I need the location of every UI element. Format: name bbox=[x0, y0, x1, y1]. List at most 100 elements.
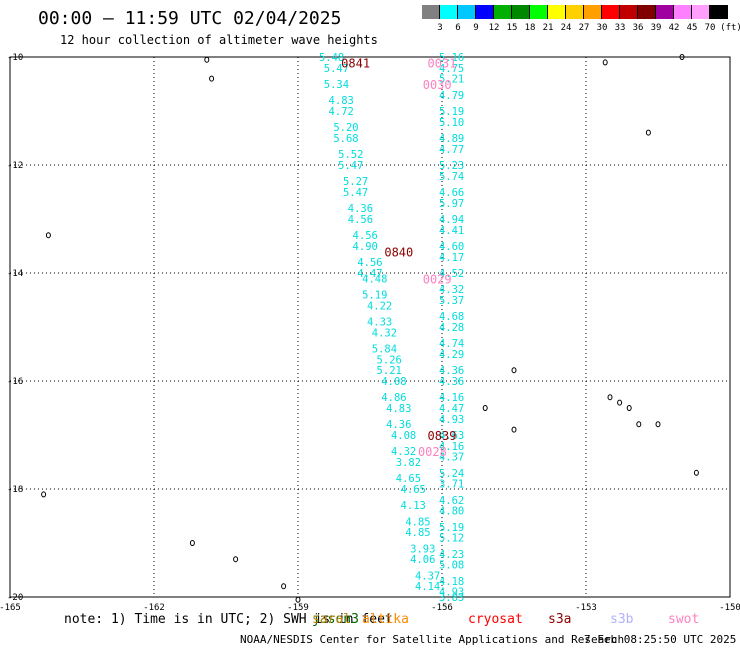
x-tick-label: -156 bbox=[431, 603, 453, 613]
island-outline bbox=[189, 540, 195, 546]
scale-swatch bbox=[584, 5, 602, 19]
wave-height-label: 4.77 bbox=[439, 144, 464, 156]
wave-height-label: 5.37 bbox=[439, 295, 464, 307]
wave-height-label: 5.10 bbox=[439, 117, 464, 129]
island-outline bbox=[295, 596, 301, 603]
x-tick-label: -162 bbox=[143, 603, 165, 613]
wave-height-label: 4.72 bbox=[329, 106, 354, 118]
island-outline bbox=[511, 367, 517, 374]
scale-swatch bbox=[458, 5, 476, 19]
pass-time-label: 0840 bbox=[384, 245, 413, 259]
wave-height-label: 4.83 bbox=[386, 403, 411, 415]
pass-time-label: 0839 bbox=[428, 429, 457, 443]
scale-swatch bbox=[512, 5, 530, 19]
wave-height-label: 4.32 bbox=[391, 446, 416, 458]
wave-height-label: 4.83 bbox=[329, 95, 354, 107]
island-outline bbox=[511, 426, 517, 433]
wave-height-label: 4.16 bbox=[439, 392, 464, 404]
wave-height-label: 5.23 bbox=[439, 160, 464, 172]
scale-label: 18 bbox=[524, 23, 536, 33]
wave-height-label: 4.93 bbox=[439, 414, 464, 426]
wave-height-label: 4.41 bbox=[439, 225, 464, 237]
wave-height-label: 4.90 bbox=[353, 241, 378, 253]
wave-height-label: 4.32 bbox=[439, 284, 464, 296]
wave-height-label: 4.17 bbox=[439, 252, 464, 264]
scale-swatch bbox=[710, 5, 728, 19]
wave-height-label: 4.56 bbox=[348, 214, 373, 226]
wave-height-label: 4.56 bbox=[353, 230, 378, 242]
wave-height-label: 4.36 bbox=[348, 203, 373, 215]
island-outline bbox=[41, 491, 47, 498]
scale-swatch bbox=[440, 5, 458, 19]
page-title: 00:00 – 11:59 UTC 02/04/2025 bbox=[38, 8, 342, 29]
scale-swatch bbox=[422, 5, 440, 19]
island-outline bbox=[204, 56, 210, 63]
satellite-s3b: s3b bbox=[610, 612, 634, 627]
y-tick-label: -10 bbox=[7, 53, 23, 63]
y-tick-label: -14 bbox=[7, 269, 23, 279]
wave-height-label: 5.97 bbox=[439, 198, 464, 210]
wave-height-label: 5.26 bbox=[377, 354, 402, 366]
wave-height-label: 3.71 bbox=[439, 479, 464, 491]
island-outline bbox=[679, 54, 685, 60]
wave-height-label: 4.86 bbox=[381, 392, 406, 404]
wave-height-label: 5.16 bbox=[439, 52, 464, 64]
wave-height-label: 5.84 bbox=[372, 344, 397, 356]
y-tick-label: -16 bbox=[7, 377, 23, 387]
wave-height-label: 4.14 bbox=[415, 581, 440, 593]
wave-height-label: 4.32 bbox=[372, 327, 397, 339]
wave-height-label: 4.33 bbox=[367, 317, 392, 329]
wave-height-label: 4.85 bbox=[405, 527, 430, 539]
wave-height-label: 5.27 bbox=[343, 176, 368, 188]
page-subtitle: 12 hour collection of altimeter wave hei… bbox=[60, 33, 378, 47]
scale-label: 42 bbox=[668, 23, 680, 33]
wave-height-label: 5.20 bbox=[333, 122, 358, 134]
island-outline bbox=[607, 394, 613, 401]
x-tick-label: -150 bbox=[719, 603, 740, 613]
wave-height-label: 4.36 bbox=[439, 376, 464, 388]
x-tick-label: -153 bbox=[575, 603, 597, 613]
pass-time-label: 0029 bbox=[423, 272, 452, 286]
scale-swatch bbox=[530, 5, 548, 19]
wave-height-label: 4.29 bbox=[439, 349, 464, 361]
scale-swatch bbox=[476, 5, 494, 19]
island-outline bbox=[602, 59, 608, 66]
scale-swatch bbox=[566, 5, 584, 19]
wave-height-label: 4.06 bbox=[410, 554, 435, 566]
wave-height-label: 5.47 bbox=[343, 187, 368, 199]
y-tick-label: -12 bbox=[7, 161, 23, 171]
wave-height-label: 4.56 bbox=[357, 257, 382, 269]
scale-label: 70 bbox=[704, 23, 716, 33]
scale-swatch bbox=[494, 5, 512, 19]
wave-height-label: 4.80 bbox=[439, 506, 464, 518]
island-outline bbox=[626, 405, 632, 411]
scale-label: 6 bbox=[455, 23, 461, 33]
wave-height-label: 5.21 bbox=[377, 365, 402, 377]
y-tick-label: -18 bbox=[7, 485, 23, 495]
pass-time-label: 0030 bbox=[423, 78, 452, 92]
wave-height-label: 5.12 bbox=[439, 533, 464, 545]
wave-height-label: 3.83 bbox=[439, 592, 464, 604]
wave-height-label: 4.65 bbox=[396, 473, 421, 485]
wave-height-label: 5.48 bbox=[319, 52, 344, 64]
footer-credit: NOAA/NESDIS Center for Satellite Applica… bbox=[240, 633, 625, 646]
satellite-saral: saral bbox=[312, 612, 352, 627]
wave-height-label: 5.21 bbox=[439, 74, 464, 86]
island-outline bbox=[693, 469, 699, 476]
wave-height-label: 4.79 bbox=[439, 90, 464, 102]
scale-swatch bbox=[638, 5, 656, 19]
wave-height-label: 5.08 bbox=[439, 560, 464, 572]
island-outline bbox=[209, 75, 215, 82]
pass-time-label: 0031 bbox=[428, 56, 457, 70]
scale-label: 33 bbox=[614, 23, 626, 33]
y-tick-label: -20 bbox=[7, 593, 23, 603]
wave-height-label: 5.68 bbox=[333, 133, 358, 145]
island-outline bbox=[655, 421, 661, 428]
pass-time-label: 0028 bbox=[418, 445, 447, 459]
scale-label: 15 bbox=[506, 23, 518, 33]
wave-height-label: 4.52 bbox=[439, 268, 464, 280]
scale-label: 24 bbox=[560, 23, 572, 33]
scale-swatch bbox=[548, 5, 566, 19]
scale-swatch bbox=[692, 5, 710, 19]
wave-height-label: 4.62 bbox=[439, 495, 464, 507]
